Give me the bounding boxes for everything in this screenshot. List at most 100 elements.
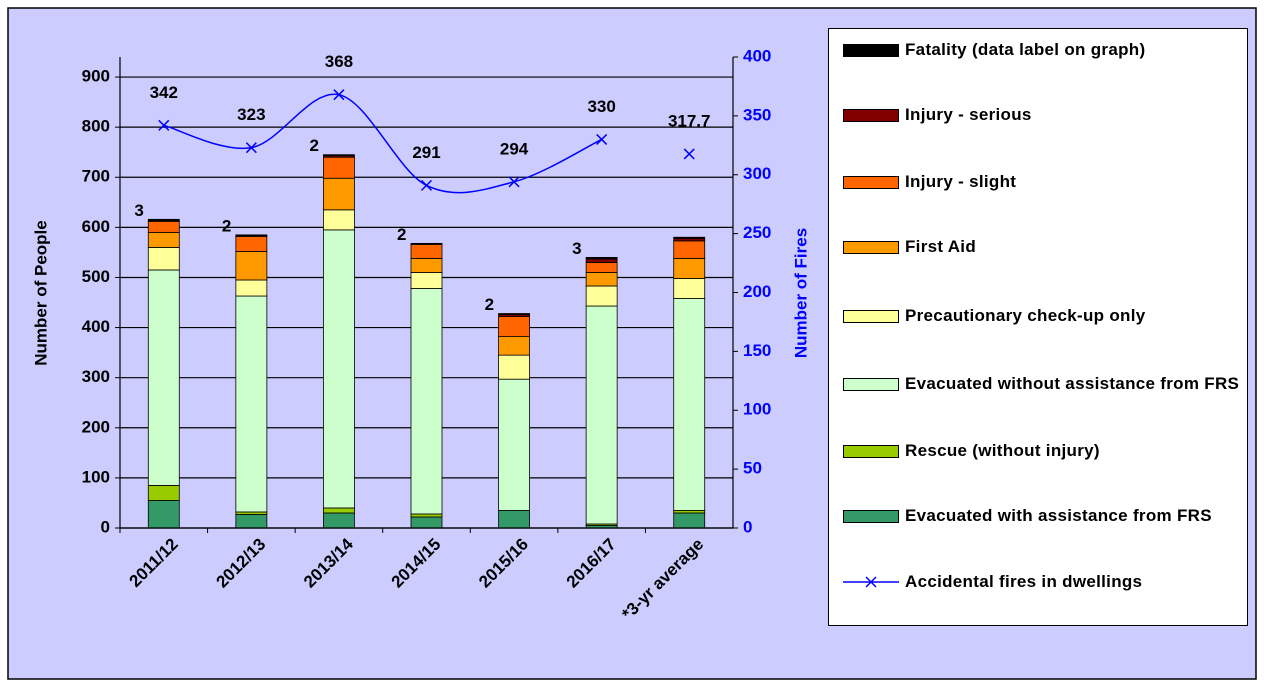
bar-segment [585, 257, 618, 260]
bar-segment [235, 295, 268, 513]
legend-entry: Precautionary check-up only [843, 303, 1243, 329]
legend-label: Evacuated with assistance from FRS [905, 506, 1212, 525]
bar-segment [323, 512, 355, 529]
y2-tick-label: 50 [743, 459, 762, 478]
legend-label: Injury - slight [905, 172, 1017, 191]
legend-entry: Rescue (without injury) [843, 438, 1243, 464]
legend-entry: Evacuated without assistance from FRS [843, 371, 1243, 397]
data-label: 330 [587, 97, 615, 116]
y2-tick-label: 400 [743, 46, 771, 65]
y-tick-label: 200 [82, 417, 110, 436]
bar-segment [147, 485, 180, 501]
bar-segment [323, 156, 355, 179]
y-tick-label: 900 [82, 67, 110, 86]
bar-segment [585, 285, 618, 307]
line-marker [683, 148, 695, 160]
bar-segment [235, 279, 268, 297]
legend-entry: Evacuated with assistance from FRS [843, 503, 1243, 529]
y2-tick-label: 250 [743, 223, 771, 242]
legend-entry: Fatality (data label on graph) [843, 37, 1243, 63]
bar-segment [410, 513, 443, 518]
bar-segment [410, 258, 443, 273]
data-label: 2 [309, 136, 318, 155]
bar-segment [673, 512, 706, 529]
bar-segment [498, 378, 530, 511]
bar-segment [147, 269, 180, 486]
line [163, 93, 602, 194]
bar-segment [323, 209, 355, 231]
y2-tick-label: 300 [743, 164, 771, 183]
legend-swatch [843, 109, 899, 122]
data-label: 294 [500, 139, 529, 158]
bar-segment [585, 272, 618, 287]
line-marker [333, 89, 345, 101]
bar-segment [585, 262, 618, 273]
data-label: 2 [397, 225, 406, 244]
legend-entry: Injury - slight [843, 169, 1243, 195]
bar-segment [235, 251, 268, 281]
bar-segment [323, 177, 355, 211]
y2-tick-label: 350 [743, 105, 771, 124]
legend-label: Rescue (without injury) [905, 441, 1100, 460]
y2-tick-label: 100 [743, 400, 771, 419]
y2-axis-title: Number of Fires [791, 228, 810, 358]
legend-swatch [843, 576, 899, 588]
line-marker [420, 179, 433, 191]
data-label: 368 [325, 52, 353, 71]
line-marker [245, 142, 257, 154]
legend-label: Precautionary check-up only [905, 306, 1146, 325]
data-label: 291 [412, 143, 440, 162]
legend-swatch [843, 44, 899, 57]
data-label: 317.7 [668, 111, 711, 130]
bar-segment [323, 229, 355, 509]
bar-segment [410, 243, 443, 259]
legend-swatch [843, 378, 899, 391]
legend-swatch [843, 176, 899, 189]
legend-swatch [843, 445, 899, 458]
bar-segment [235, 514, 268, 529]
legend-label: Accidental fires in dwellings [905, 572, 1143, 591]
y-tick-label: 100 [82, 467, 110, 486]
bar-segment [147, 220, 180, 233]
bar-segment [410, 242, 443, 245]
legend-entry: Accidental fires in dwellings [843, 569, 1243, 595]
legend-label: Injury - serious [905, 105, 1032, 124]
bar-segment [235, 234, 268, 237]
bar-segment [323, 507, 355, 514]
bar-segment [498, 510, 530, 529]
y-tick-label: 400 [82, 317, 110, 336]
data-label: 342 [150, 83, 178, 102]
legend-swatch [843, 241, 899, 254]
bar-segment [498, 313, 530, 315]
line-marker [158, 119, 170, 131]
bar-segment [410, 272, 443, 289]
legend-swatch [843, 310, 899, 323]
bar-segment [498, 316, 530, 337]
data-label: 2 [485, 295, 494, 314]
data-label: 2 [222, 216, 231, 235]
legend-entry: First Aid [843, 234, 1243, 260]
legend-label: Evacuated without assistance from FRS [905, 374, 1240, 393]
line-marker [596, 133, 608, 145]
data-label: 3 [134, 201, 143, 220]
y-tick-label: 600 [82, 217, 110, 236]
bar-segment [498, 336, 530, 356]
data-label: 3 [572, 239, 581, 258]
bar-segment [147, 231, 180, 248]
bar-segment [147, 218, 180, 222]
bar-segment [673, 236, 706, 239]
bar-segment [147, 500, 180, 529]
bar-segment [673, 240, 706, 259]
line-marker [508, 176, 520, 188]
bar-segment [585, 305, 618, 525]
data-label: 323 [237, 105, 265, 124]
bar-segment [410, 288, 443, 515]
y-tick-label: 0 [101, 517, 110, 536]
y-axis-title: Number of People [31, 220, 50, 365]
bar-segment [673, 278, 706, 299]
legend-entry: Injury - serious [843, 102, 1243, 128]
bar-segment [673, 258, 706, 279]
legend-label: Fatality (data label on graph) [905, 40, 1146, 59]
bar-segment [673, 298, 706, 511]
